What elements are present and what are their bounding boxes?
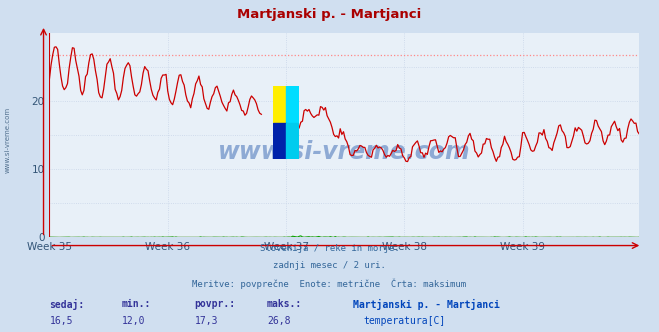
Text: maks.:: maks.:: [267, 299, 302, 309]
Text: Martjanski p. - Martjanci: Martjanski p. - Martjanci: [353, 299, 500, 310]
Text: sedaj:: sedaj:: [49, 299, 84, 310]
Bar: [286, 123, 299, 159]
Bar: [273, 86, 286, 123]
Text: 12,0: 12,0: [122, 316, 146, 326]
Text: temperatura[C]: temperatura[C]: [364, 316, 446, 326]
Text: 26,8: 26,8: [267, 316, 291, 326]
Text: Martjanski p. - Martjanci: Martjanski p. - Martjanci: [237, 8, 422, 21]
Bar: [286, 86, 299, 123]
Bar: [273, 123, 286, 159]
Text: zadnji mesec / 2 uri.: zadnji mesec / 2 uri.: [273, 261, 386, 270]
Text: 17,3: 17,3: [194, 316, 218, 326]
Text: www.si-vreme.com: www.si-vreme.com: [5, 106, 11, 173]
Text: Slovenija / reke in morje.: Slovenija / reke in morje.: [260, 244, 399, 253]
Text: www.si-vreme.com: www.si-vreme.com: [218, 140, 471, 164]
Text: Meritve: povprečne  Enote: metrične  Črta: maksimum: Meritve: povprečne Enote: metrične Črta:…: [192, 279, 467, 289]
Text: min.:: min.:: [122, 299, 152, 309]
Text: povpr.:: povpr.:: [194, 299, 235, 309]
Text: 16,5: 16,5: [49, 316, 73, 326]
